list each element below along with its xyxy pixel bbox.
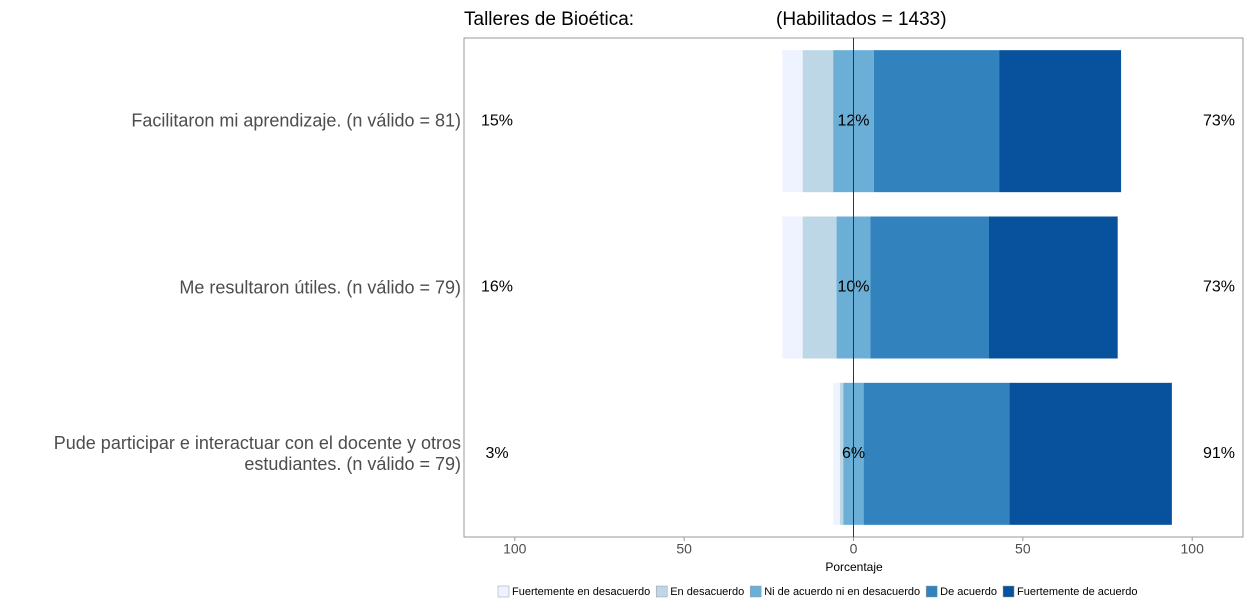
low-label: 16% bbox=[481, 279, 513, 296]
legend-swatch bbox=[749, 585, 762, 598]
x-tick-label: 100 bbox=[1181, 541, 1205, 557]
low-label: 3% bbox=[485, 445, 508, 462]
bar-segment bbox=[870, 216, 989, 359]
legend-swatch bbox=[1002, 585, 1015, 598]
high-label: 73% bbox=[1203, 279, 1235, 296]
low-label: 15% bbox=[481, 112, 513, 129]
bar-segment bbox=[999, 50, 1122, 193]
bar-segment bbox=[833, 382, 840, 525]
bar-segment bbox=[802, 50, 834, 193]
bar-segment bbox=[1009, 382, 1172, 525]
chart-title: Talleres de Bioética: bbox=[464, 9, 634, 30]
bar-segment bbox=[782, 50, 803, 193]
category-label: Facilitaron mi aprendizaje. (n válido = … bbox=[131, 110, 461, 131]
x-tick-label: 50 bbox=[1015, 541, 1031, 557]
bar-segment bbox=[802, 216, 837, 359]
x-tick-label: 0 bbox=[850, 541, 858, 557]
bar-segment bbox=[873, 50, 1000, 193]
high-label: 73% bbox=[1203, 112, 1235, 129]
category-label: Pude participar e interactuar con el doc… bbox=[53, 432, 461, 474]
bar-segment bbox=[839, 382, 844, 525]
legend-label: De acuerdo bbox=[940, 586, 997, 598]
bar-segment bbox=[782, 216, 803, 359]
chart-subtitle: (Habilitados = 1433) bbox=[776, 9, 947, 30]
high-label: 91% bbox=[1203, 445, 1235, 462]
legend-swatch bbox=[925, 585, 938, 598]
legend-label: Fuertemente de acuerdo bbox=[1017, 586, 1137, 598]
bar-segment bbox=[988, 216, 1118, 359]
legend-swatch bbox=[655, 585, 668, 598]
legend-swatch bbox=[497, 585, 510, 598]
x-axis-label: Porcentaje bbox=[825, 560, 883, 574]
legend-label: En desacuerdo bbox=[670, 586, 744, 598]
category-label: Me resultaron útiles. (n válido = 79) bbox=[179, 277, 461, 297]
bar-segment bbox=[863, 382, 1010, 525]
legend-label: Ni de acuerdo ni en desacuerdo bbox=[764, 586, 920, 598]
x-tick-label: 100 bbox=[503, 541, 527, 557]
x-tick-label: 50 bbox=[676, 541, 692, 557]
legend-label: Fuertemente en desacuerdo bbox=[512, 586, 650, 598]
